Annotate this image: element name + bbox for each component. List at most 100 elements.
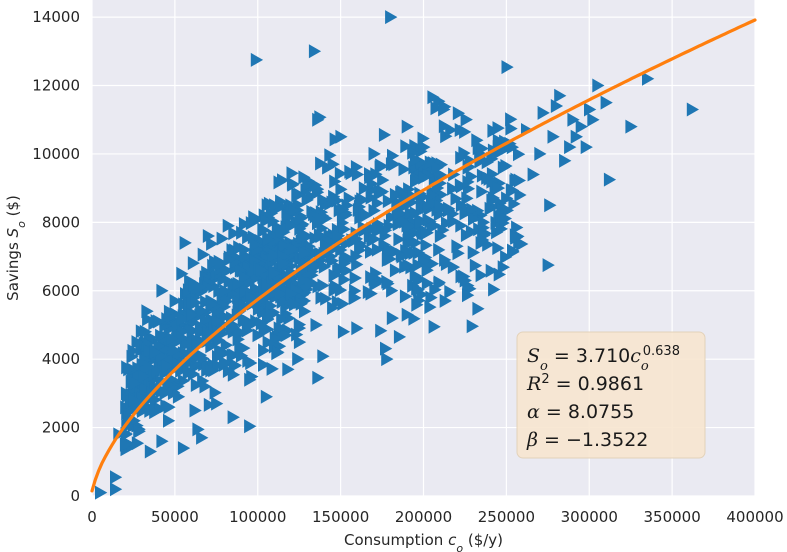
data-point	[587, 112, 600, 127]
data-point	[238, 299, 252, 313]
data-point	[326, 253, 339, 268]
data-point	[293, 317, 307, 332]
data-point	[414, 215, 428, 230]
data-point	[365, 244, 378, 259]
data-point	[550, 99, 564, 113]
x-tick-label: 300000	[561, 508, 618, 526]
data-point	[95, 485, 108, 500]
data-point	[153, 314, 166, 329]
data-point	[376, 184, 390, 199]
data-point	[277, 256, 290, 271]
data-point	[320, 291, 333, 306]
data-point	[505, 112, 518, 127]
data-point	[401, 119, 414, 134]
data-point	[379, 223, 393, 238]
data-point	[385, 10, 398, 25]
data-point	[425, 290, 438, 305]
x-tick-labels: 0 50000 100000 150000 200000 250000 300000 3500…	[87, 508, 783, 526]
data-point	[382, 194, 396, 209]
data-point	[424, 300, 437, 315]
data-point	[466, 319, 479, 334]
data-point	[439, 293, 452, 308]
data-point	[542, 258, 555, 273]
data-point	[332, 229, 345, 243]
data-point	[163, 304, 177, 319]
x-tick-label: 100000	[229, 508, 286, 526]
data-point	[435, 187, 448, 202]
data-point	[642, 71, 655, 86]
data-point	[486, 193, 499, 208]
data-point	[139, 324, 152, 339]
data-point	[194, 323, 208, 338]
data-point	[408, 311, 421, 326]
data-point	[412, 282, 425, 297]
data-point	[136, 400, 149, 415]
data-point	[434, 229, 448, 243]
x-tick-label: 50000	[151, 508, 199, 526]
data-point	[337, 324, 351, 339]
data-point	[351, 321, 364, 336]
data-point	[393, 206, 406, 221]
data-point	[129, 376, 143, 391]
data-point	[189, 403, 202, 418]
data-point	[275, 287, 288, 301]
data-point	[169, 294, 182, 308]
data-point	[199, 312, 213, 327]
data-point	[348, 290, 361, 305]
data-point	[513, 147, 526, 162]
data-point	[477, 215, 491, 230]
data-point	[544, 198, 557, 213]
data-point	[180, 346, 193, 361]
x-axis-label: Consumption co ($/y)	[344, 531, 503, 552]
data-point	[182, 365, 196, 380]
data-point	[427, 90, 440, 105]
data-point	[206, 297, 219, 312]
y-tick-label: 6000	[42, 282, 80, 300]
data-point	[192, 422, 205, 437]
data-point	[280, 328, 293, 343]
data-point	[285, 286, 299, 301]
data-point	[255, 263, 269, 278]
data-point	[365, 190, 378, 205]
data-point	[472, 301, 485, 316]
data-point	[285, 218, 298, 233]
data-point	[465, 224, 479, 239]
data-point	[239, 242, 252, 257]
data-point	[315, 156, 328, 171]
data-point	[249, 211, 262, 226]
data-point	[381, 253, 394, 267]
data-point	[268, 339, 282, 354]
data-point	[139, 353, 152, 368]
data-point	[584, 102, 597, 117]
data-point	[219, 283, 232, 298]
data-point	[151, 364, 164, 379]
data-point	[438, 102, 451, 117]
data-point	[338, 256, 351, 271]
y-axis-label: Savings So ($)	[4, 195, 28, 301]
data-point	[452, 106, 466, 121]
data-point	[222, 218, 235, 233]
data-point	[261, 198, 274, 213]
data-point	[236, 225, 249, 240]
data-point	[313, 228, 327, 243]
data-point	[383, 244, 396, 259]
data-point	[215, 346, 228, 361]
data-point	[212, 358, 225, 373]
data-point	[351, 167, 365, 182]
data-point	[244, 419, 257, 434]
data-point	[505, 183, 518, 198]
data-point	[282, 362, 295, 377]
data-point	[317, 192, 330, 207]
x-tick-label: 0	[87, 508, 97, 526]
data-point	[477, 233, 490, 247]
data-point	[504, 136, 517, 151]
data-point	[269, 198, 282, 213]
data-point	[497, 160, 511, 175]
data-point	[389, 187, 403, 202]
data-point	[570, 129, 583, 144]
data-point	[492, 181, 506, 196]
data-point	[527, 167, 540, 182]
data-point	[163, 400, 176, 415]
data-point	[433, 242, 446, 257]
data-point	[418, 140, 431, 155]
